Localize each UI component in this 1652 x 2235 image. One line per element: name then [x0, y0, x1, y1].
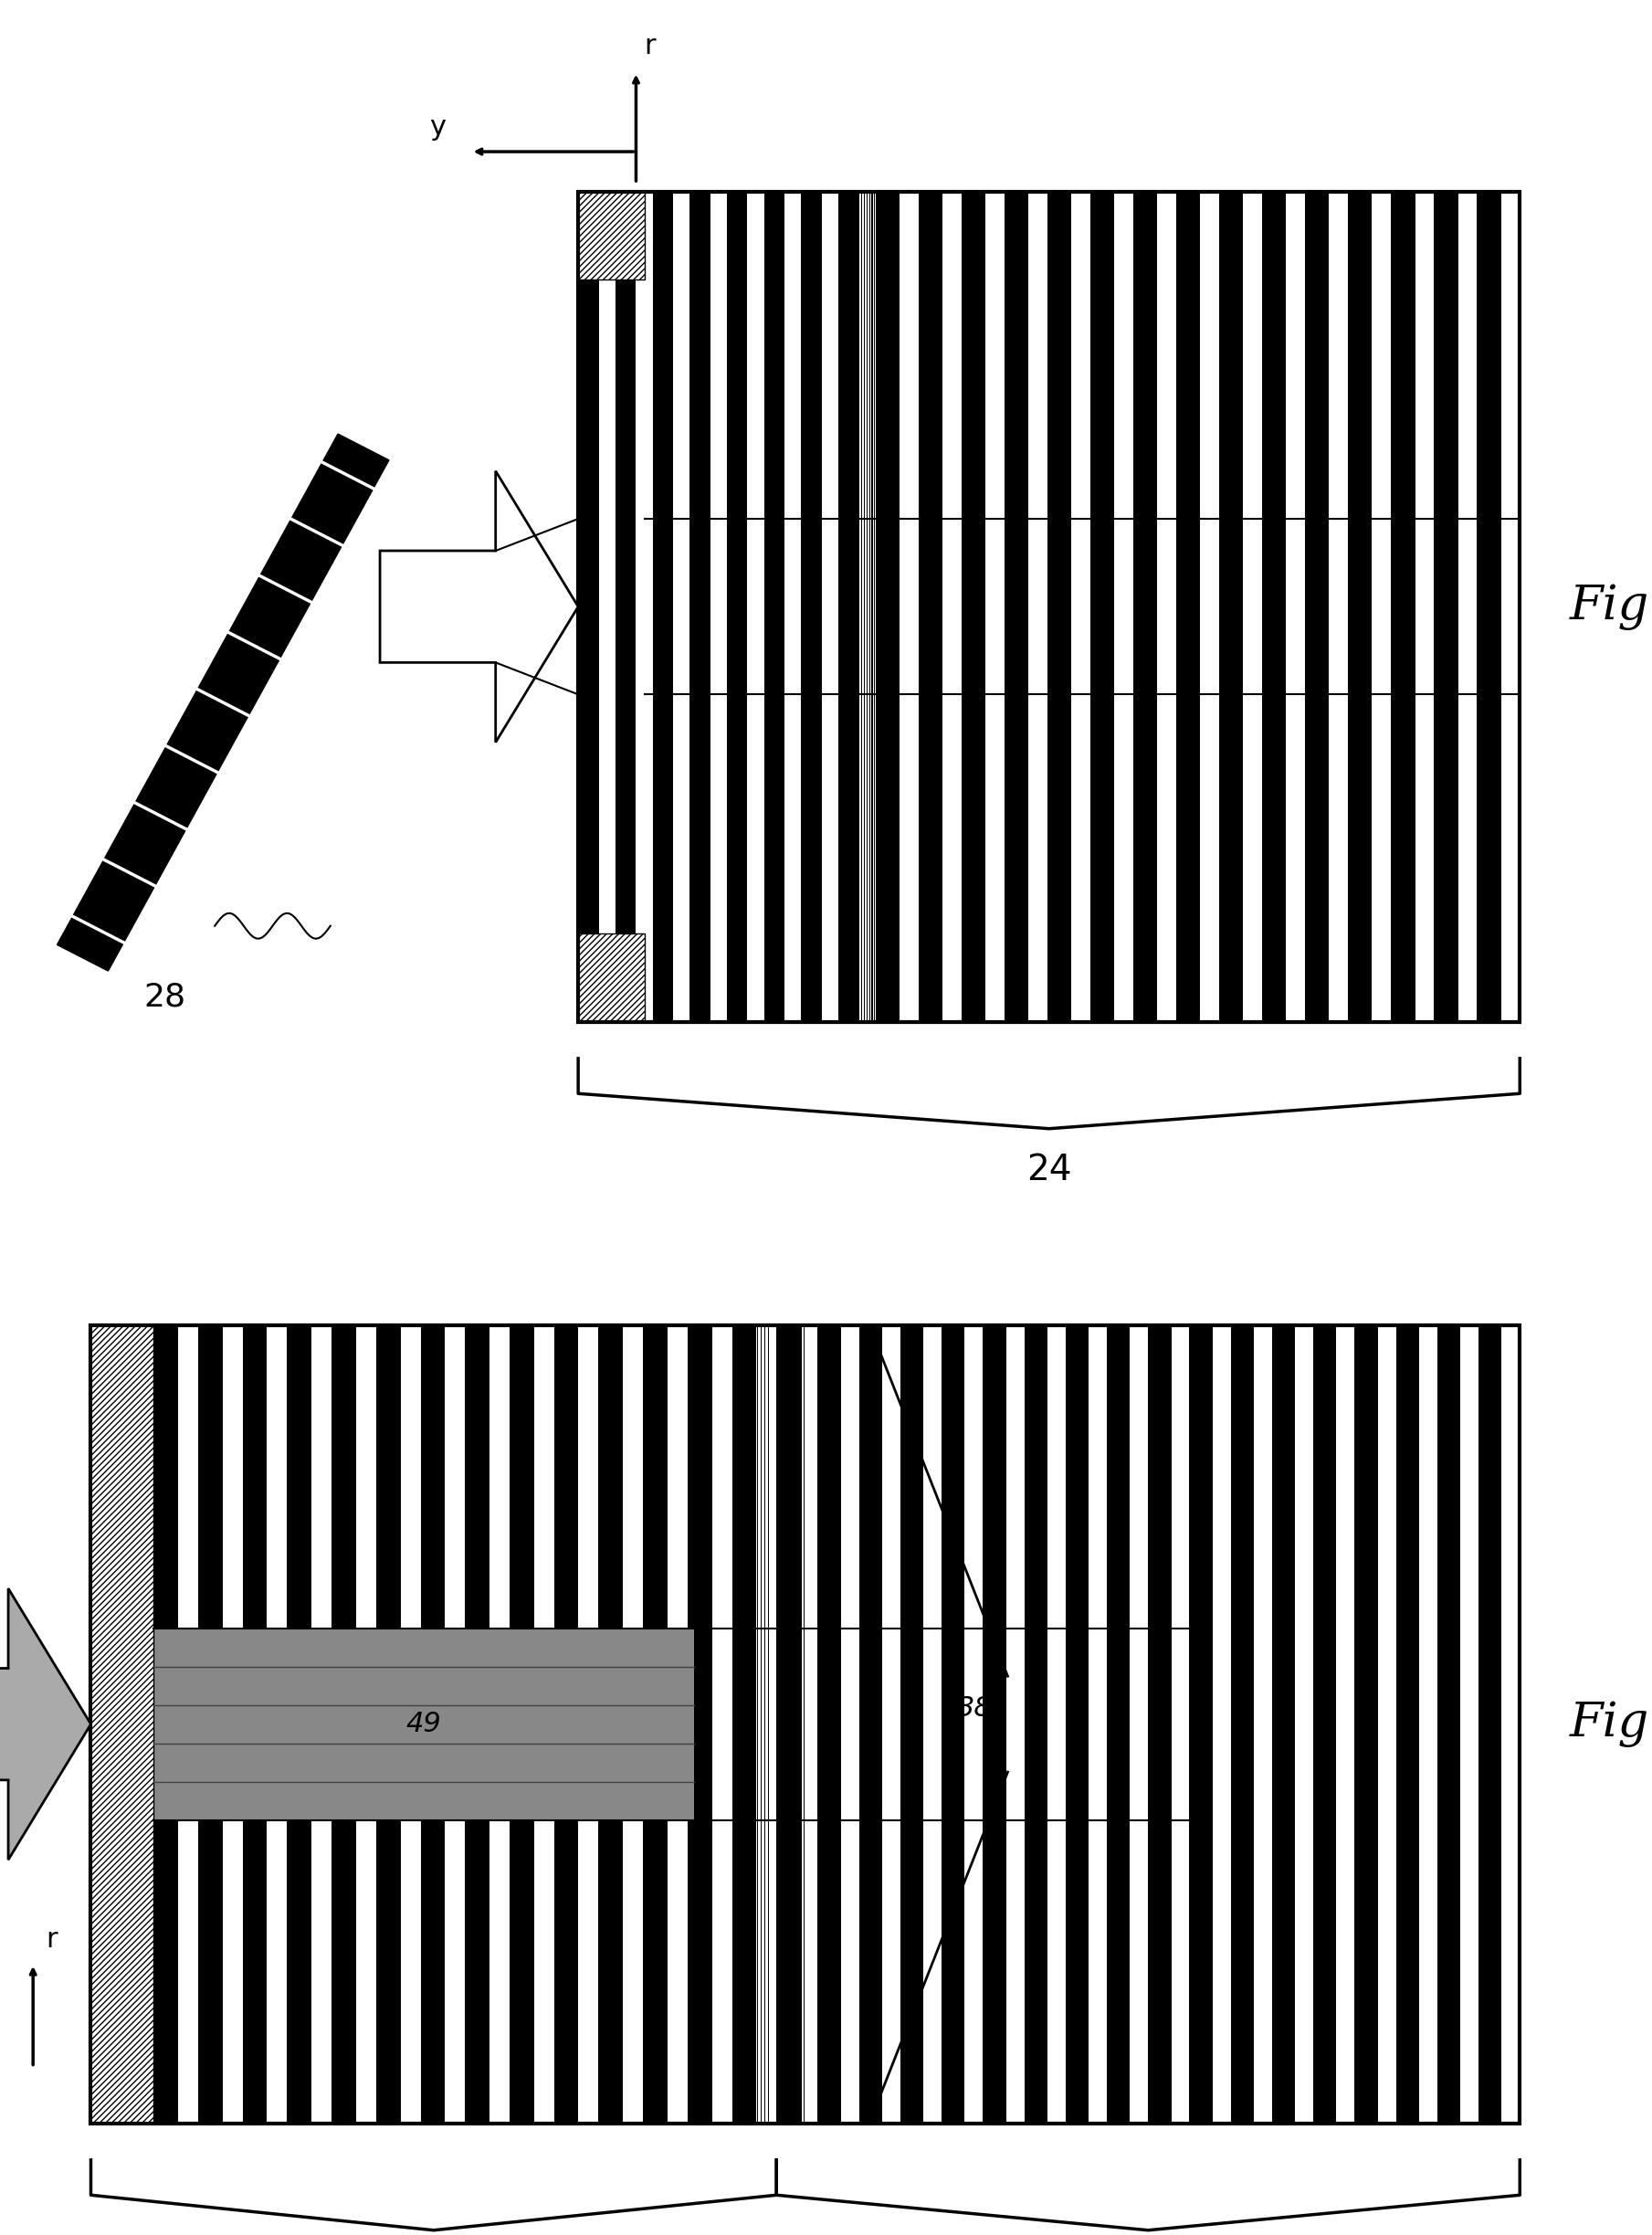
Bar: [643, 1325, 667, 2123]
Bar: [421, 1325, 444, 2123]
Bar: [154, 1629, 694, 1819]
Polygon shape: [0, 1589, 91, 1860]
Bar: [154, 1325, 178, 2123]
Bar: [1148, 1325, 1171, 2123]
Bar: [1479, 1325, 1502, 2123]
Bar: [1189, 1325, 1213, 2123]
Bar: [689, 192, 710, 1021]
Bar: [1396, 1325, 1419, 2123]
Bar: [578, 192, 598, 1021]
Bar: [1066, 1325, 1089, 2123]
Bar: [287, 1325, 312, 2123]
Bar: [776, 1325, 800, 2123]
Bar: [466, 1325, 489, 2123]
Bar: [616, 192, 636, 1021]
Bar: [91, 1325, 1520, 2123]
Bar: [1133, 192, 1158, 1021]
Bar: [91, 1325, 154, 2123]
Bar: [687, 1325, 712, 2123]
Bar: [1004, 192, 1029, 1021]
Bar: [1355, 1325, 1378, 2123]
Bar: [801, 192, 821, 1021]
Bar: [1047, 192, 1072, 1021]
Text: r: r: [46, 1927, 58, 1953]
Text: 38: 38: [957, 1694, 993, 1721]
Text: Figure 2: Figure 2: [1569, 1701, 1652, 1748]
Bar: [553, 1325, 578, 2123]
Bar: [1477, 192, 1502, 1021]
Bar: [1107, 1325, 1130, 2123]
Bar: [1434, 192, 1459, 1021]
Bar: [942, 1325, 965, 2123]
Bar: [1391, 192, 1416, 1021]
Bar: [332, 1325, 357, 2123]
Text: 28: 28: [144, 981, 187, 1012]
Bar: [961, 192, 986, 1021]
Bar: [578, 192, 1520, 1021]
Polygon shape: [58, 434, 388, 970]
Text: r: r: [644, 34, 656, 58]
Bar: [509, 1325, 534, 2123]
Text: 49: 49: [406, 1712, 441, 1737]
Bar: [243, 1325, 268, 2123]
Bar: [1176, 192, 1201, 1021]
Bar: [91, 1325, 1520, 2123]
Bar: [598, 1325, 623, 2123]
Bar: [1219, 192, 1244, 1021]
Bar: [983, 1325, 1006, 2123]
Polygon shape: [380, 472, 578, 742]
Bar: [1305, 192, 1330, 1021]
Text: y: y: [430, 114, 446, 141]
Bar: [1231, 1325, 1254, 2123]
Bar: [1348, 192, 1373, 1021]
Bar: [653, 192, 672, 1021]
Bar: [377, 1325, 400, 2123]
Bar: [198, 1325, 223, 2123]
Bar: [1024, 1325, 1047, 2123]
Bar: [578, 934, 644, 1021]
Bar: [578, 192, 1520, 1021]
Bar: [900, 1325, 923, 2123]
Bar: [1262, 192, 1287, 1021]
Bar: [763, 192, 785, 1021]
Bar: [838, 192, 859, 1021]
Bar: [578, 192, 644, 279]
Bar: [1090, 192, 1115, 1021]
Text: Figure 3: Figure 3: [1569, 583, 1652, 630]
Bar: [919, 192, 943, 1021]
Bar: [732, 1325, 757, 2123]
Bar: [876, 192, 900, 1021]
Bar: [1272, 1325, 1295, 2123]
Bar: [1313, 1325, 1336, 2123]
Bar: [859, 1325, 882, 2123]
Bar: [727, 192, 747, 1021]
Text: 24: 24: [1026, 1153, 1072, 1187]
Bar: [1437, 1325, 1460, 2123]
Bar: [818, 1325, 841, 2123]
